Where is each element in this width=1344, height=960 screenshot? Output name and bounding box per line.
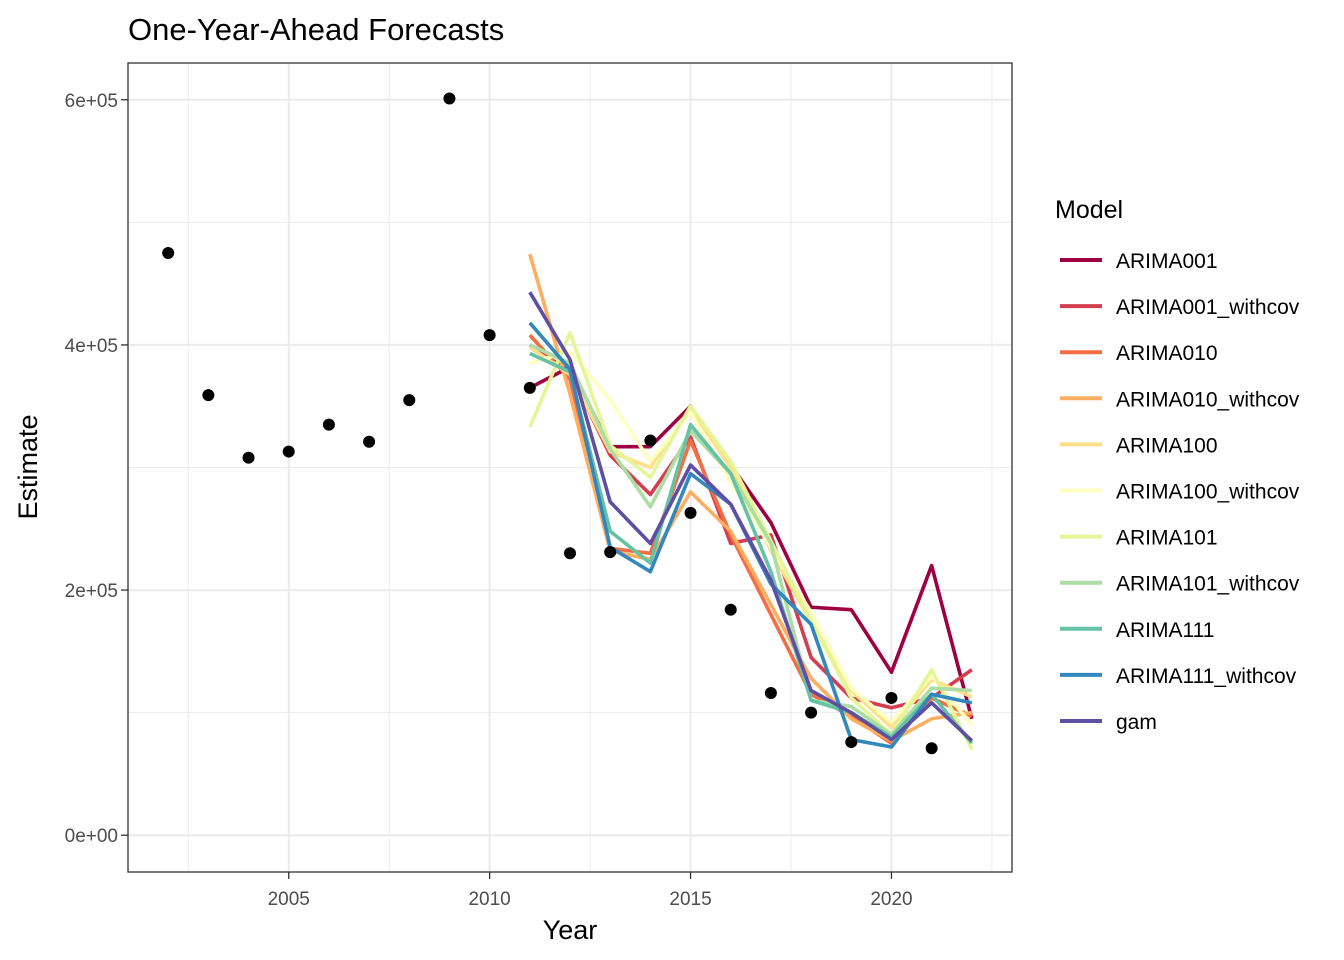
y-tick-label: 2e+05 <box>65 581 118 602</box>
series-line-gam <box>528 291 974 743</box>
legend-label-ARIMA101_withcov: ARIMA101_withcov <box>1116 573 1300 596</box>
legend-label-ARIMA010: ARIMA010 <box>1116 342 1218 365</box>
series-line-ARIMA101 <box>528 330 974 751</box>
observed-point <box>604 546 617 559</box>
observed-point <box>805 706 818 719</box>
y-axis-title: Estimate <box>13 414 43 519</box>
x-tick-label: 2015 <box>669 889 711 910</box>
legend-label-ARIMA100_withcov: ARIMA100_withcov <box>1116 481 1300 504</box>
x-axis-title: Year <box>543 915 598 945</box>
observed-point <box>483 329 496 342</box>
observed-point <box>282 445 295 458</box>
y-tick-label: 6e+05 <box>65 91 118 112</box>
x-tick-label: 2005 <box>268 889 310 910</box>
observed-point <box>925 742 938 755</box>
legend-items: ARIMA001 ARIMA001_withcov ARIMA010 ARIMA010… <box>1060 250 1300 734</box>
observed-point <box>684 506 697 519</box>
y-axis: 0e+00 2e+05 4e+05 6e+05 <box>65 91 128 847</box>
legend-label-ARIMA001_withcov: ARIMA001_withcov <box>1116 296 1300 319</box>
legend-label-ARIMA101: ARIMA101 <box>1116 527 1218 550</box>
observed-point <box>162 246 175 259</box>
observed-point <box>523 381 536 394</box>
legend-label-ARIMA001: ARIMA001 <box>1116 250 1218 273</box>
chart-title: One-Year-Ahead Forecasts <box>128 12 504 47</box>
x-tick-label: 2010 <box>468 889 510 910</box>
plot-border <box>127 62 1013 873</box>
observed-point <box>202 389 215 402</box>
observed-point <box>363 435 376 448</box>
x-axis: 2005 2010 2015 2020 <box>268 872 913 910</box>
observed-point <box>724 603 737 616</box>
series-line-ARIMA111 <box>529 351 974 745</box>
series-line-ARIMA100_withcov <box>529 349 974 727</box>
x-tick-label: 2020 <box>870 889 912 910</box>
series-lines <box>528 253 974 751</box>
legend-title: Model <box>1055 196 1123 224</box>
observed-points <box>162 92 938 755</box>
legend: Model ARIMA001ARIMA001_withcovARIMA010AR… <box>1055 196 1300 734</box>
legend-label-ARIMA100: ARIMA100 <box>1116 434 1218 457</box>
observed-point <box>845 736 858 749</box>
plot-panel <box>127 62 1013 873</box>
observed-point <box>764 687 777 700</box>
legend-label-ARIMA111: ARIMA111 <box>1116 619 1214 642</box>
observed-point <box>644 434 657 447</box>
legend-label-ARIMA111_withcov: ARIMA111_withcov <box>1116 665 1297 688</box>
legend-label-gam: gam <box>1116 711 1157 734</box>
series-line-ARIMA101_withcov <box>529 343 972 737</box>
observed-point <box>443 92 456 105</box>
observed-point <box>403 394 416 407</box>
observed-point <box>564 547 576 560</box>
observed-point <box>242 451 255 464</box>
legend-label-ARIMA010_withcov: ARIMA010_withcov <box>1116 388 1300 411</box>
observed-point <box>322 418 335 431</box>
y-tick-label: 0e+00 <box>65 826 118 847</box>
y-tick-label: 4e+05 <box>65 336 118 357</box>
observed-point <box>885 691 898 704</box>
